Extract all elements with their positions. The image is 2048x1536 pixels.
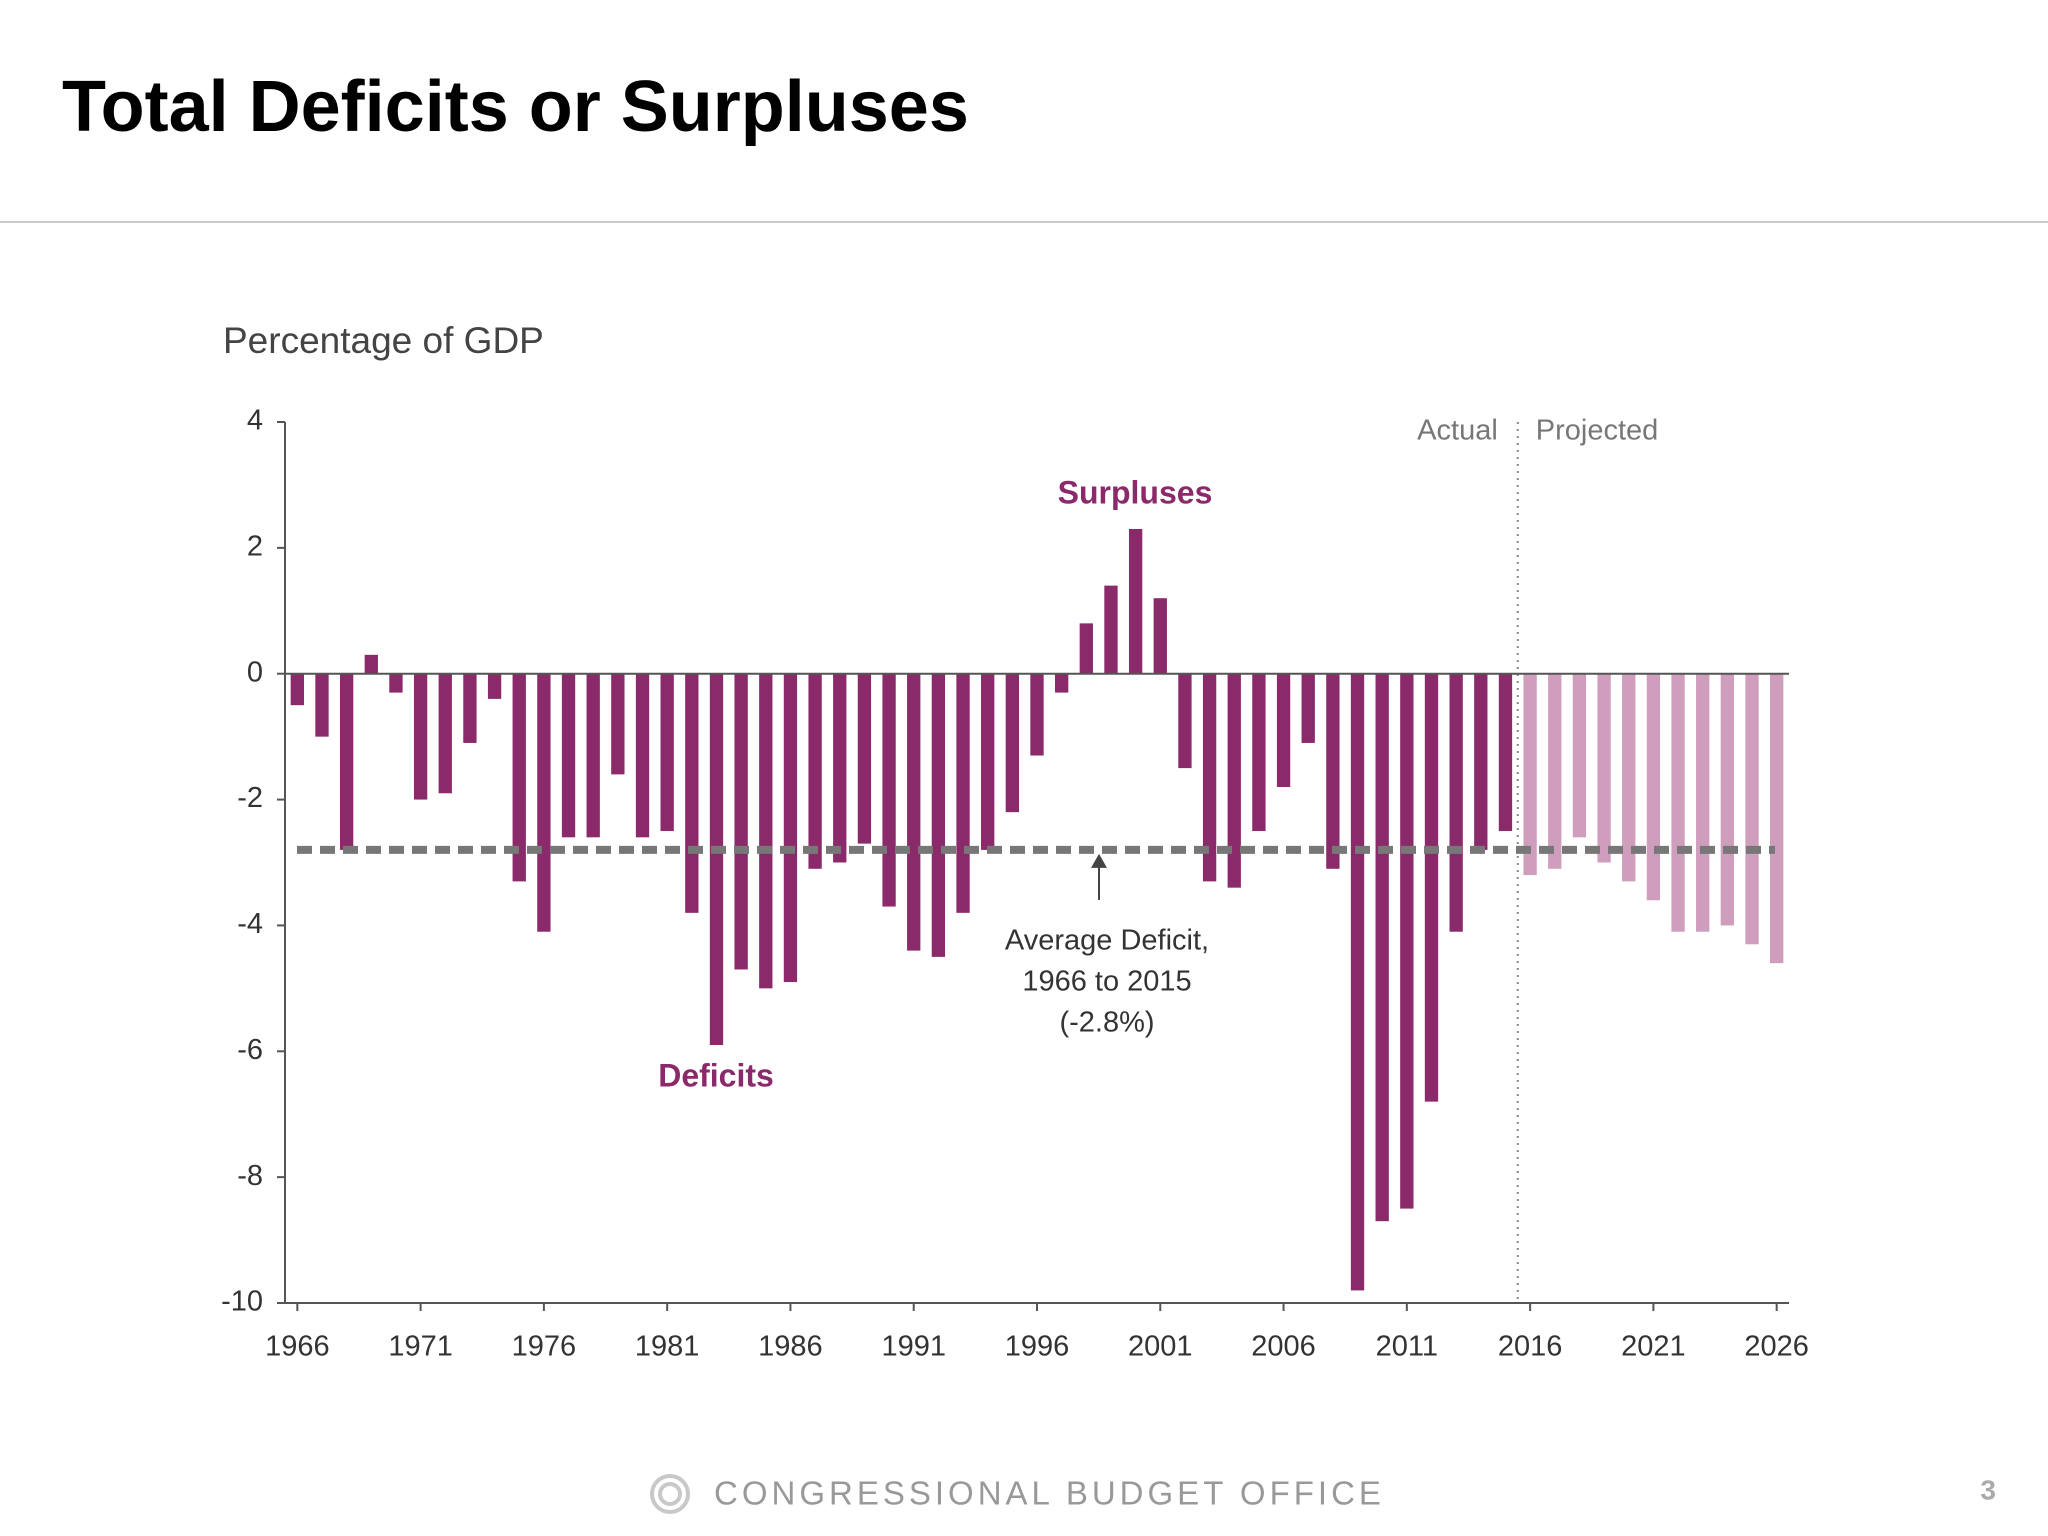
bar: [290, 673, 304, 706]
bar: [1276, 673, 1291, 787]
bar: [1128, 528, 1143, 674]
bar: [1720, 673, 1735, 926]
x-tick-label: 1966: [265, 1331, 330, 1363]
x-tick-label: 1986: [758, 1331, 823, 1363]
bar: [981, 673, 995, 850]
bar: [1350, 673, 1365, 1291]
annotation: Surpluses: [1058, 474, 1213, 510]
bar: [1375, 673, 1389, 1222]
bar: [611, 673, 625, 775]
bar: [1252, 673, 1266, 832]
bar: [734, 673, 748, 970]
bar: [1449, 673, 1463, 932]
bar: [808, 673, 822, 869]
x-tick-label: 2021: [1621, 1331, 1686, 1363]
bar: [1671, 673, 1685, 932]
bar: [1498, 673, 1513, 832]
y-tick-label: -4: [237, 908, 263, 940]
bar: [1745, 673, 1759, 945]
bar: [635, 673, 650, 838]
bar: [1572, 673, 1587, 838]
page-number: 3: [1980, 1474, 1996, 1505]
bar: [1474, 673, 1488, 850]
bar: [685, 673, 699, 913]
bar: [1202, 673, 1217, 882]
bar: [1400, 673, 1414, 1209]
slide-title: Total Deficits or Surpluses: [62, 67, 969, 147]
bar: [315, 673, 329, 737]
bar: [709, 673, 724, 1045]
x-tick-label: 2001: [1128, 1331, 1193, 1363]
bar: [1030, 673, 1044, 756]
cbo-logo: [650, 1474, 690, 1514]
footer-organization: CONGRESSIONAL BUDGET OFFICE: [714, 1475, 1385, 1512]
x-tick-label: 1981: [635, 1331, 700, 1363]
y-tick-label: 2: [247, 531, 263, 563]
bar: [1597, 673, 1611, 863]
x-tick-label: 2006: [1251, 1331, 1316, 1363]
bar: [1178, 673, 1192, 769]
annotation-arrowhead: [1091, 853, 1107, 868]
bar: [660, 673, 674, 832]
legend-label: Projected: [1536, 415, 1659, 447]
bar: [931, 673, 946, 957]
bar: [1424, 673, 1439, 1102]
bar: [833, 673, 847, 863]
bar: [512, 673, 526, 882]
bar: [783, 673, 798, 983]
bar: [339, 673, 354, 850]
y-tick-label: -6: [237, 1034, 263, 1066]
x-tick-label: 1996: [1005, 1331, 1070, 1363]
bar: [1622, 673, 1636, 882]
bar: [561, 673, 576, 838]
bar: [364, 654, 378, 674]
bar: [586, 673, 600, 838]
bar: [463, 673, 477, 743]
bar: [537, 673, 551, 932]
legend-label: Actual: [1417, 415, 1498, 447]
bar: [389, 673, 403, 693]
y-tick-label: -8: [237, 1160, 263, 1192]
bar: [1054, 673, 1069, 693]
x-tick-label: 1971: [388, 1331, 453, 1363]
bar: [1770, 673, 1784, 964]
y-tick-label: 4: [247, 405, 263, 437]
average-label: (-2.8%): [1059, 1007, 1154, 1039]
bar: [1104, 585, 1118, 674]
y-tick-label: 0: [247, 656, 263, 688]
bar: [907, 673, 921, 951]
bar: [1646, 673, 1661, 901]
bar: [1227, 673, 1241, 888]
bar: [882, 673, 896, 907]
x-tick-label: 1976: [512, 1331, 577, 1363]
bar: [1696, 673, 1710, 932]
bar: [1523, 673, 1537, 876]
y-axis-label: Percentage of GDP: [223, 320, 544, 361]
x-tick-label: 2026: [1744, 1331, 1809, 1363]
average-label: Average Deficit,: [1005, 925, 1209, 957]
bar: [759, 673, 773, 989]
y-tick-label: -2: [237, 782, 263, 814]
x-tick-label: 1991: [881, 1331, 946, 1363]
bar: [438, 673, 452, 794]
average-label: 1966 to 2015: [1022, 966, 1191, 998]
bar: [857, 673, 872, 844]
y-tick-label: -10: [221, 1286, 263, 1318]
bar: [1005, 673, 1020, 813]
x-tick-label: 2016: [1498, 1331, 1563, 1363]
bar: [487, 673, 502, 699]
bar: [413, 673, 428, 800]
x-tick-label: 2011: [1376, 1331, 1438, 1363]
bar: [1079, 623, 1093, 674]
bar: [1548, 673, 1562, 869]
bar: [1153, 598, 1167, 674]
annotation: Deficits: [658, 1057, 774, 1093]
bar: [956, 673, 970, 913]
bar: [1301, 673, 1315, 743]
bar: [1326, 673, 1340, 869]
